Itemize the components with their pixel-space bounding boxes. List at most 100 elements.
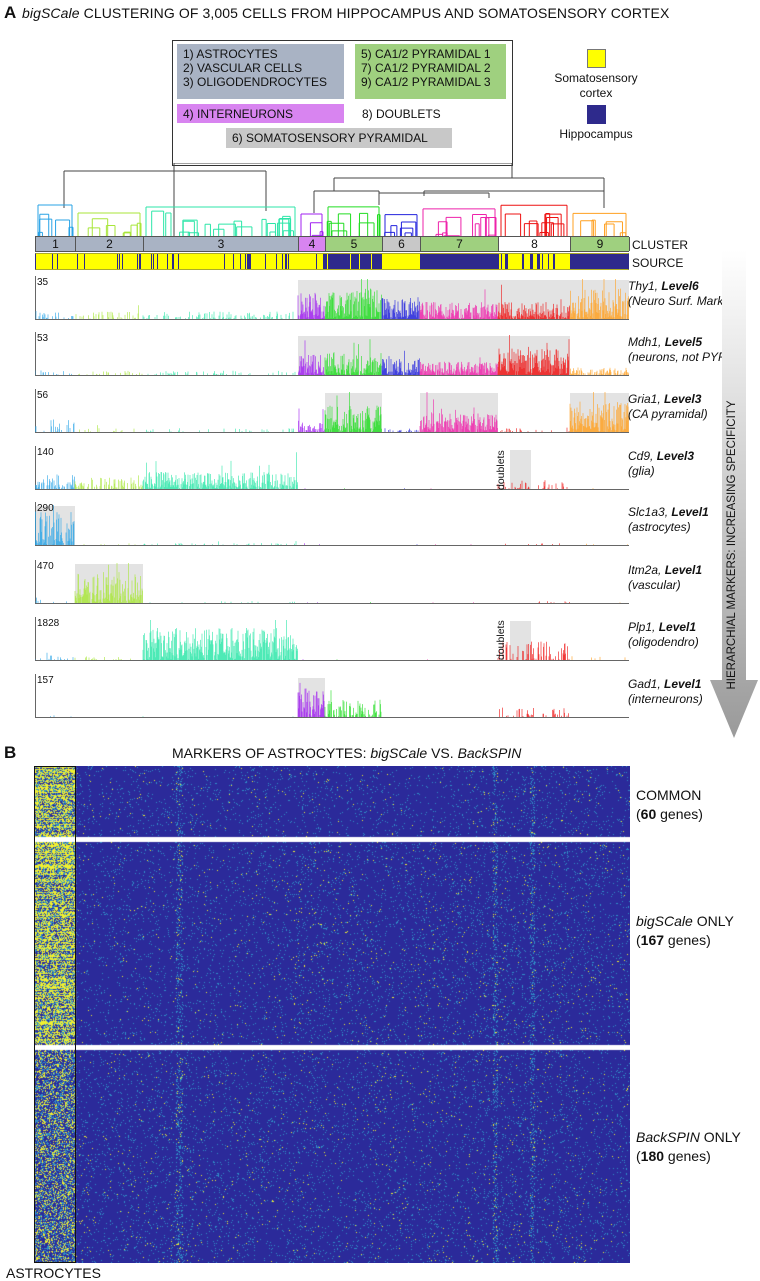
- source-stripe-hippocampus: [265, 254, 266, 269]
- source-stripe-hippocampus: [178, 254, 179, 269]
- source-stripe-hippocampus: [336, 254, 337, 269]
- source-stripe-hippocampus: [361, 254, 362, 269]
- legend-doublets: 8) DOUBLETS: [356, 104, 476, 123]
- panel-a-title: bigSCale CLUSTERING OF 3,005 CELLS FROM …: [22, 5, 669, 21]
- source-stripe-hippocampus: [285, 254, 286, 269]
- marker-track-plot: [35, 560, 629, 604]
- cluster-row-label: CLUSTER: [632, 238, 688, 252]
- backspin-only-count-line: (180 genes): [636, 1147, 741, 1166]
- source-stripe-hippocampus: [355, 254, 356, 269]
- backspin-only-plain: ONLY: [700, 1129, 741, 1145]
- specificity-arrow-label: HIERARCHIAL MARKERS: INCREASING SPECIFIC…: [726, 380, 738, 710]
- source-stripe-hippocampus: [530, 254, 531, 269]
- track-ymax: 35: [37, 277, 48, 288]
- dendrogram-branch: [267, 224, 275, 236]
- source-stripe-hippocampus: [377, 254, 378, 269]
- source-stripe-hippocampus: [357, 254, 358, 269]
- bigscale-only-suffix: genes: [664, 932, 706, 948]
- panel-b-title: MARKERS OF ASTROCYTES: bigSCale VS. Back…: [172, 745, 521, 761]
- marker-track-plot: [35, 276, 629, 320]
- dendrogram-branch: [524, 224, 538, 236]
- gene-label: Plp1, Level1(oligodendro): [628, 620, 699, 650]
- source-stripe-hippocampus: [537, 254, 538, 269]
- legend-astrocytes: 1) ASTROCYTES: [183, 47, 338, 61]
- source-stripe-hippocampus: [360, 254, 361, 269]
- dendrogram-branch: [262, 219, 266, 236]
- source-stripe-hippocampus: [330, 254, 331, 269]
- source-stripe-hippocampus: [370, 254, 371, 269]
- source-stripe-hippocampus: [356, 254, 357, 269]
- source-stripe-hippocampus: [363, 254, 364, 269]
- source-stripe-hippocampus: [532, 254, 533, 269]
- source-stripe-hippocampus: [538, 254, 539, 269]
- dendrogram-branch: [40, 219, 52, 236]
- source-stripe-hippocampus: [57, 254, 58, 269]
- source-stripe-hippocampus: [341, 254, 342, 269]
- dendrogram: [34, 163, 630, 239]
- track-ymax: 140: [37, 447, 54, 458]
- legend-vascular: 2) VASCULAR CELLS: [183, 61, 338, 75]
- source-stripe-hippocampus: [233, 254, 234, 269]
- dendrogram-branch: [359, 223, 374, 236]
- legend-ca-pyr-2: 7) CA1/2 PYRAMIDAL 2: [361, 61, 500, 75]
- cluster-cell-8: 8: [499, 237, 571, 251]
- source-stripe-hippocampus: [240, 254, 241, 269]
- source-stripe-hippocampus: [505, 254, 506, 269]
- source-stripe-hippocampus: [531, 254, 532, 269]
- source-stripe-hippocampus: [140, 254, 141, 269]
- gene-description: (astrocytes): [628, 520, 691, 534]
- dendrogram-branch: [131, 225, 137, 236]
- source-stripe-hippocampus: [35, 254, 36, 269]
- gene-level: Level1: [664, 677, 701, 691]
- source-stripe-hippocampus: [224, 254, 225, 269]
- gene-level: Level3: [657, 449, 694, 463]
- backspin-only-suffix: genes: [664, 1148, 706, 1164]
- cluster-cell-5: 5: [326, 237, 383, 251]
- source-block-hippocampus: [570, 254, 629, 269]
- source-stripe-hippocampus: [369, 254, 370, 269]
- backspin-only-italic: BackSPIN: [636, 1129, 700, 1145]
- source-stripe-hippocampus: [362, 254, 363, 269]
- gene-name: Plp1,: [628, 620, 659, 634]
- gene-name: Cd9,: [628, 449, 657, 463]
- track-ymax: 290: [37, 503, 54, 514]
- source-stripe-hippocampus: [119, 254, 120, 269]
- source-stripe-hippocampus: [372, 254, 373, 269]
- source-stripe-hippocampus: [153, 254, 154, 269]
- common-block-label: COMMON (60 genes): [636, 786, 703, 824]
- source-stripe-hippocampus: [172, 254, 173, 269]
- legend-oligodendrocytes: 3) OLIGODENDROCYTES: [183, 75, 338, 89]
- source-stripe-hippocampus: [326, 254, 327, 269]
- legend-interneurons: 4) INTERNEURONS: [177, 104, 344, 123]
- dendrogram-branch: [279, 219, 289, 236]
- source-stripe-hippocampus: [247, 254, 248, 269]
- gene-level: Level1: [665, 563, 702, 577]
- gene-label: Slc1a3, Level1(astrocytes): [628, 505, 709, 535]
- astrocytes-column-box: [34, 766, 76, 1263]
- dendrogram-branch: [359, 213, 367, 236]
- source-stripe-hippocampus: [345, 254, 346, 269]
- source-stripe-hippocampus: [249, 254, 250, 269]
- legend-glia-group: 1) ASTROCYTES 2) VASCULAR CELLS 3) OLIGO…: [177, 44, 344, 99]
- source-stripe-hippocampus: [380, 254, 381, 269]
- source-stripe-hippocampus: [340, 254, 341, 269]
- source-stripe-hippocampus: [52, 254, 53, 269]
- source-stripe-hippocampus: [344, 254, 345, 269]
- astrocytes-bottom-label: ASTROCYTES: [6, 1265, 101, 1281]
- gene-description: (interneurons): [628, 692, 703, 706]
- cluster-cell-7: 7: [421, 237, 499, 251]
- source-stripe-hippocampus: [353, 254, 354, 269]
- source-stripe-hippocampus: [507, 254, 508, 269]
- source-stripe-hippocampus: [335, 254, 336, 269]
- source-bar: [35, 253, 629, 270]
- source-stripe-hippocampus: [245, 254, 246, 269]
- source-row-label: SOURCE: [632, 256, 683, 270]
- bigscale-only-italic: bigSCale: [636, 913, 693, 929]
- source-stripe-hippocampus: [338, 254, 339, 269]
- bigscale-only-title: bigSCale ONLY: [636, 912, 734, 931]
- dendrogram-branch: [446, 217, 461, 236]
- source-stripe-hippocampus: [351, 254, 352, 269]
- source-stripe-hippocampus: [367, 254, 368, 269]
- source-stripe-hippocampus: [157, 254, 158, 269]
